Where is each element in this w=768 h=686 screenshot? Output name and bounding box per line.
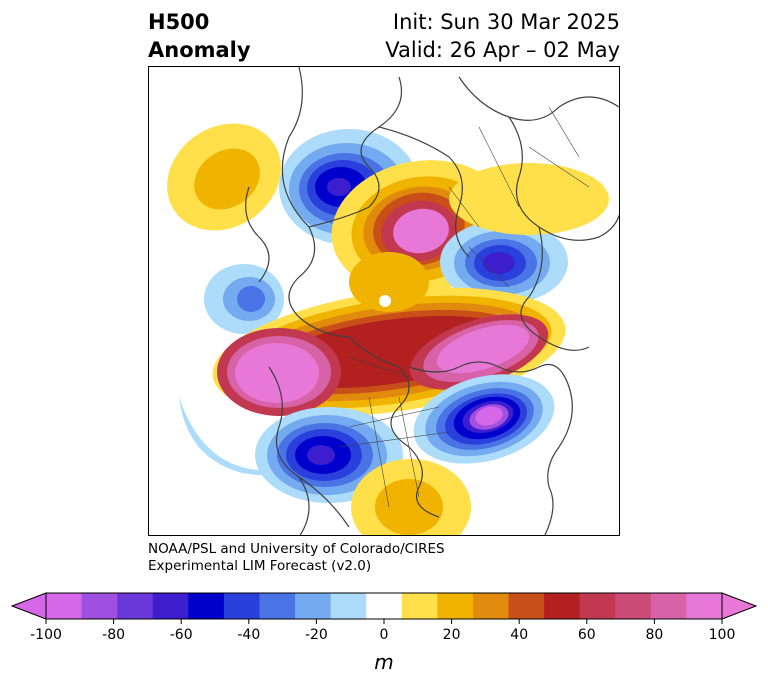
colorbar-tick-label: 20 — [443, 627, 461, 643]
colorbar-tick-label: -20 — [305, 627, 328, 643]
colorbar-tick-label: -40 — [237, 627, 260, 643]
borders — [338, 106, 590, 508]
colorbar-tick-label: 0 — [380, 627, 389, 643]
anomaly-ridge-connector — [349, 252, 429, 312]
anomaly-center-north-atlantic — [413, 374, 555, 464]
colorbar-tick-label: -60 — [170, 627, 193, 643]
colorbar-tick-label: 40 — [510, 627, 528, 643]
colorbar-tick-label: 80 — [645, 627, 663, 643]
colorbar-bin — [401, 593, 438, 619]
colorbar-bin — [46, 593, 83, 619]
colorbar-bin — [650, 593, 687, 619]
colorbar-tick-label: -100 — [30, 627, 62, 643]
colorbar-tick-label: 60 — [578, 627, 596, 643]
credit: NOAA/PSL and University of Colorado/CIRE… — [148, 541, 445, 575]
colorbar-bin — [152, 593, 189, 619]
colorbar-bin — [223, 593, 260, 619]
title-anomaly: Anomaly — [148, 38, 251, 62]
colorbar-bin — [188, 593, 225, 619]
anomaly-center-western-usa — [255, 407, 403, 503]
anomaly-center-north-pacific-upper — [167, 123, 281, 231]
colorbar-bin — [295, 593, 332, 619]
colorbar-bin — [117, 593, 154, 619]
init-date: Init: Sun 30 Mar 2025 — [392, 10, 620, 34]
colorbar-unit-label: m — [374, 650, 394, 674]
colorbar-bin — [366, 593, 403, 619]
coastlines — [245, 67, 619, 535]
anomaly-center-eastern-pacific — [204, 264, 284, 334]
map-svg — [167, 67, 619, 535]
anomaly-center-southeast-usa — [351, 459, 471, 535]
colorbar-extend-low — [10, 592, 47, 620]
colorbar-bin — [508, 593, 545, 619]
colorbar-tick-label: -80 — [102, 627, 125, 643]
colorbar-extend-high — [721, 592, 758, 620]
anomaly-center-russia — [449, 163, 609, 235]
anomaly-map — [148, 66, 620, 536]
colorbar-bin — [579, 593, 616, 619]
colorbar: -100 -80 -60 -40 -20 0 20 40 60 80 100 — [10, 592, 758, 643]
credit-line-1: NOAA/PSL and University of Colorado/CIRE… — [148, 541, 445, 557]
anomaly-center-scandinavia — [440, 220, 568, 304]
title-right: Init: Sun 30 Mar 2025 Valid: 26 Apr – 02… — [385, 8, 620, 64]
title-variable: H500 — [148, 10, 210, 34]
colorbar-bin — [472, 593, 510, 619]
colorbar-bin — [330, 593, 367, 619]
credit-line-2: Experimental LIM Forecast (v2.0) — [148, 558, 372, 574]
anomaly-center-west-arc — [179, 397, 299, 475]
colorbar-tick-label: 100 — [709, 627, 736, 643]
anomaly-fill — [167, 123, 609, 535]
colorbar-bin — [615, 593, 652, 619]
colorbar-bin — [81, 593, 118, 619]
title-left: H500 Anomaly — [148, 8, 251, 64]
colorbar-bin — [259, 593, 296, 619]
colorbar-bin — [686, 593, 723, 619]
colorbar-bin — [437, 593, 474, 619]
colorbar-bin — [544, 593, 581, 619]
valid-range: Valid: 26 Apr – 02 May — [385, 38, 620, 62]
